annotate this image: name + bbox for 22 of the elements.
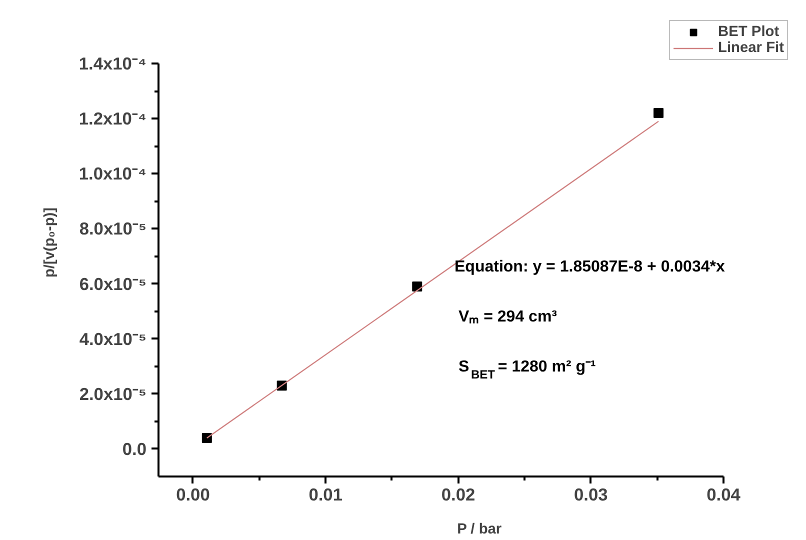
legend-label: Linear Fit xyxy=(718,40,784,56)
y-tick-label: 8.0x10⁻⁵ xyxy=(79,218,146,239)
annotation: Vₘ = 294 cm³ xyxy=(458,308,557,326)
x-axis-title: P / bar xyxy=(457,522,502,538)
x-tick-label: 0.03 xyxy=(574,484,608,504)
y-tick-label: 6.0x10⁻⁵ xyxy=(79,274,146,294)
x-tick-label: 0.04 xyxy=(706,484,741,504)
x-tick-label: 0.02 xyxy=(441,484,476,504)
x-tick-label: 0.01 xyxy=(308,484,343,504)
y-tick-label: 2.0x10⁻⁵ xyxy=(79,384,146,404)
y-axis-title: p/[v(p₀-p)] xyxy=(42,207,58,278)
point xyxy=(412,282,422,292)
y-tick-label: 1.0x10⁻⁴ xyxy=(78,164,147,184)
annotation: Equation: y = 1.85087E-8 + 0.0034*x xyxy=(454,258,725,276)
y-tick-label: 1.2x10⁻⁴ xyxy=(78,108,147,129)
point xyxy=(202,432,212,443)
point xyxy=(654,108,664,118)
y-tick-label: 0.0 xyxy=(122,438,147,459)
y-tick-label: 4.0x10⁻⁵ xyxy=(79,328,146,349)
y-tick-label: 1.4x10⁻⁴ xyxy=(78,54,147,74)
legend-label: BET Plot xyxy=(718,24,780,40)
x-tick-label: 0.00 xyxy=(176,484,210,504)
